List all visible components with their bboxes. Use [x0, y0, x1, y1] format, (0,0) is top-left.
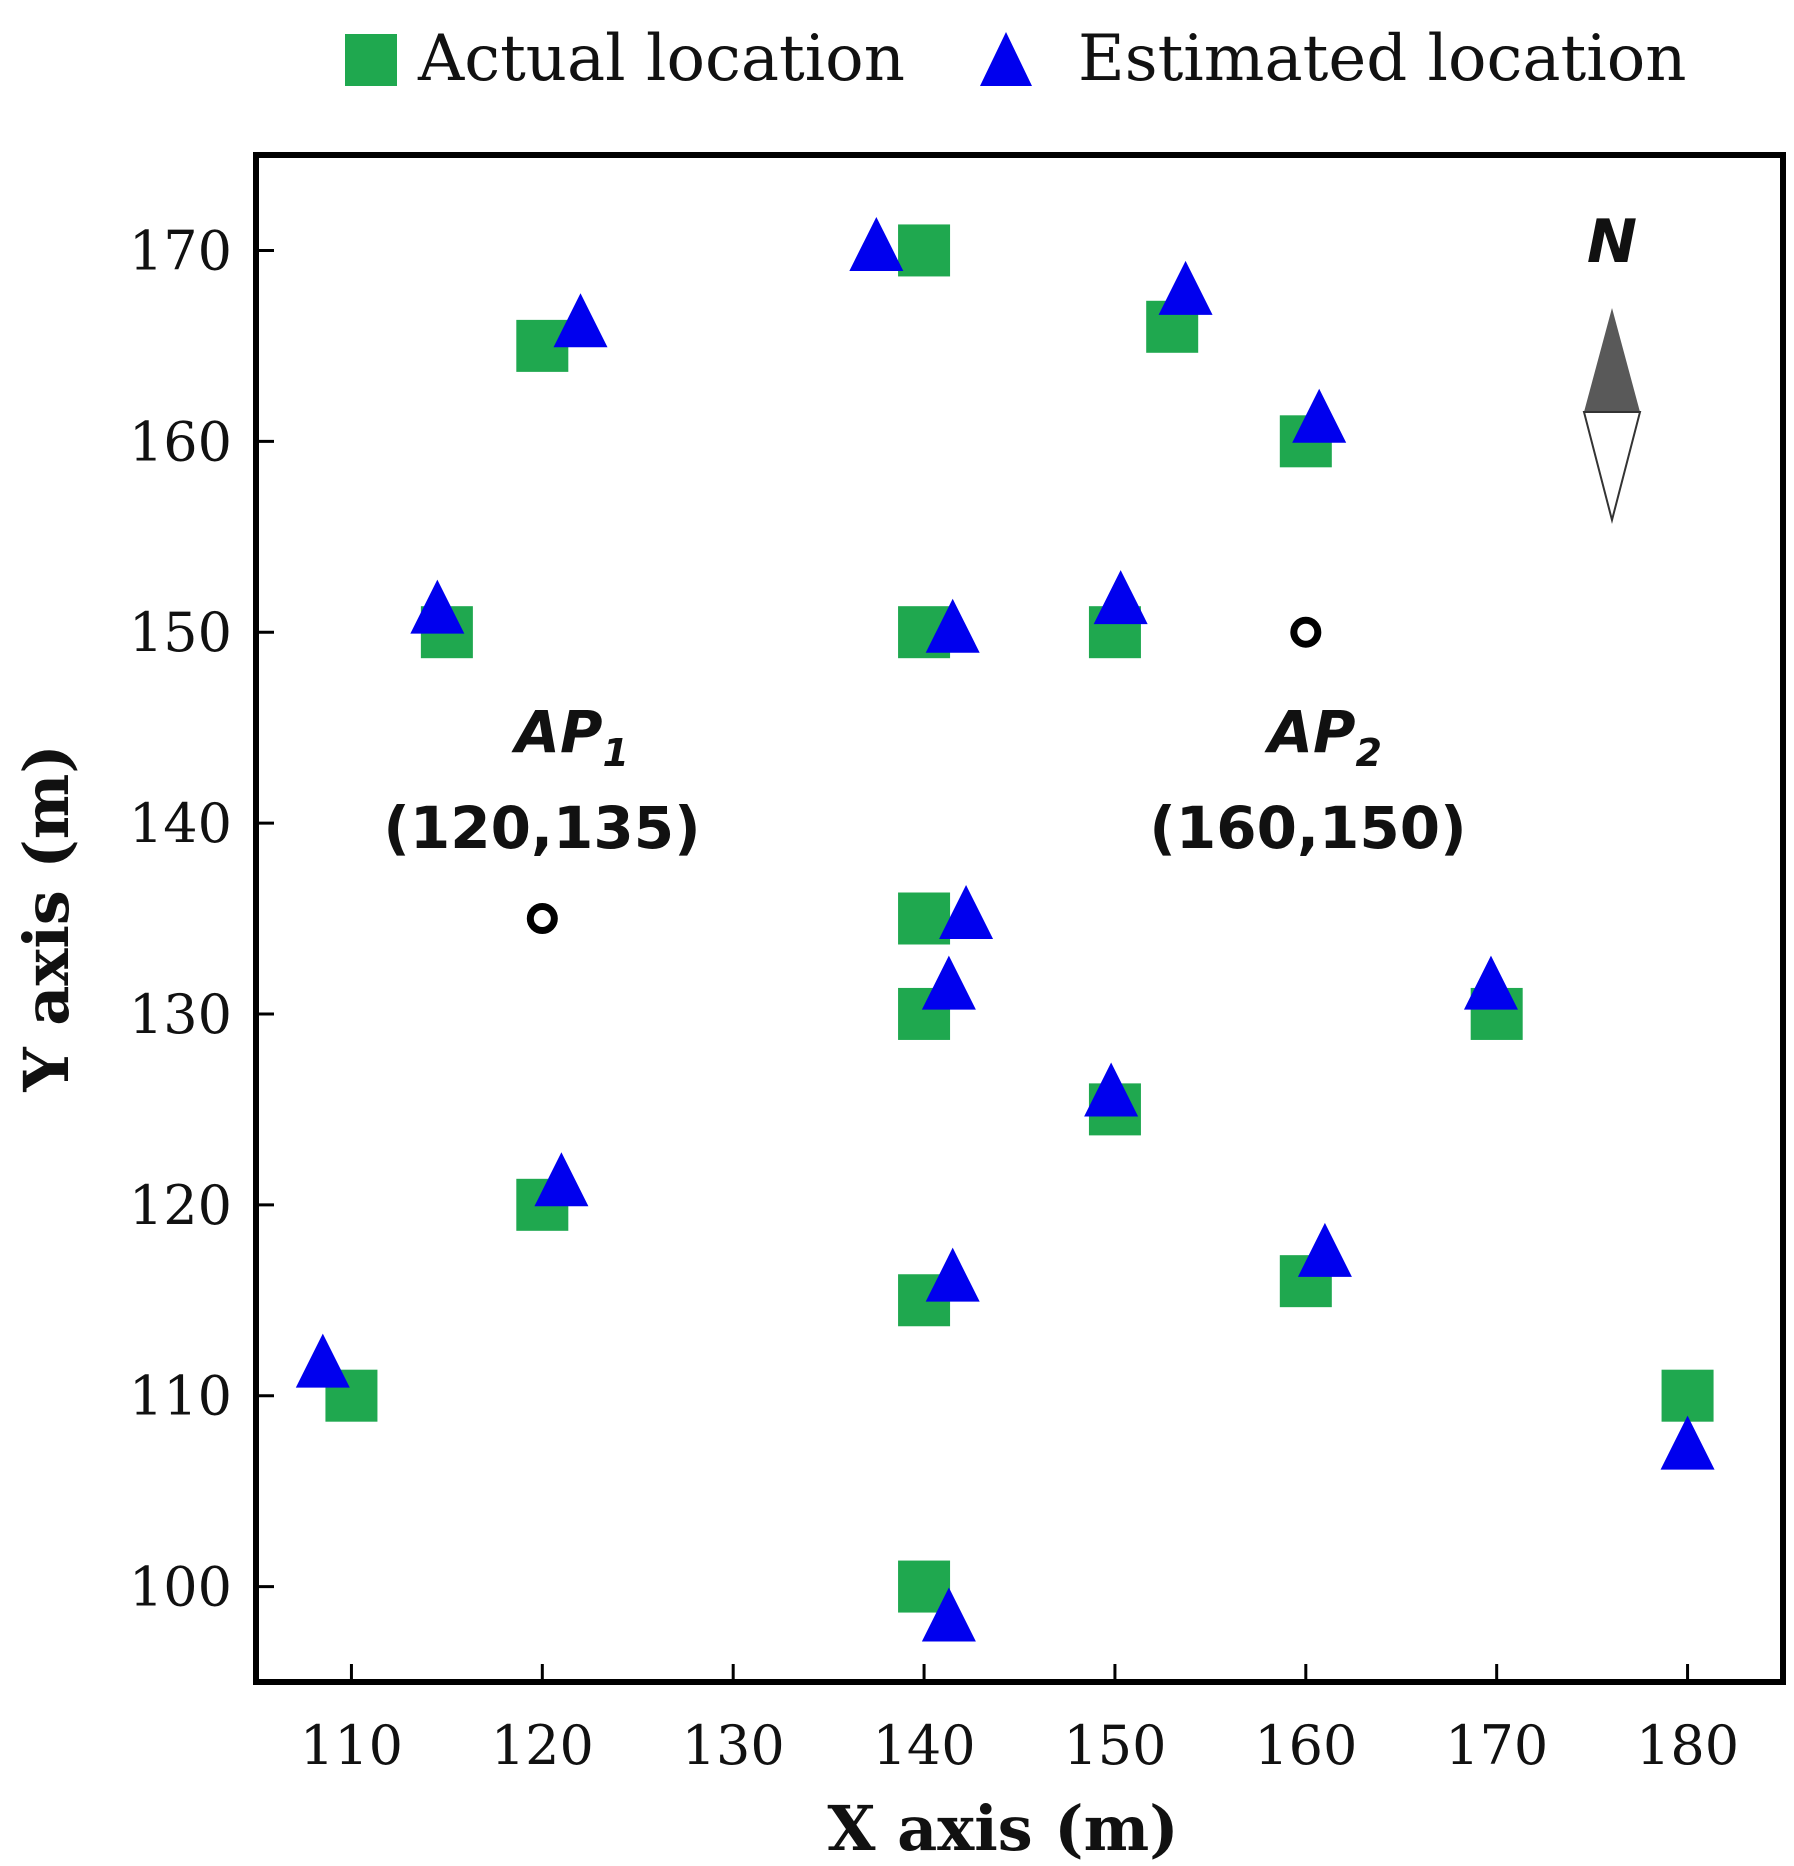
ap1-coordinates: (120,135) — [383, 794, 700, 862]
legend-marker-actual — [345, 34, 397, 86]
y-tick-label: 140 — [129, 792, 232, 855]
ap1-marker — [526, 903, 558, 934]
x-tick-label: 180 — [1636, 1714, 1739, 1777]
x-tick-label: 170 — [1445, 1714, 1548, 1777]
y-tick-label: 130 — [129, 983, 232, 1046]
y-axis-ticks: 100 110 120 130 140 150 160 170 — [129, 219, 274, 1619]
x-axis-title: X axis (m) — [827, 1792, 1178, 1865]
estimated-location-point — [1158, 260, 1213, 315]
estimated-location-point — [925, 598, 980, 653]
north-label: N — [1587, 207, 1637, 277]
north-arrow-icon: N — [1582, 207, 1642, 524]
estimated-location-point — [1292, 388, 1347, 443]
ap2-name: AP — [1264, 698, 1355, 766]
actual-location-point — [1661, 1369, 1714, 1422]
x-tick-label: 110 — [300, 1714, 403, 1777]
svg-text:AP1: AP1 — [511, 698, 629, 775]
svg-text:AP2: AP2 — [1264, 698, 1382, 775]
y-tick-label: 110 — [129, 1365, 232, 1428]
estimated-location-point — [295, 1333, 350, 1388]
y-axis-title: Y axis (m) — [10, 744, 83, 1092]
ap1-name: AP — [511, 698, 602, 766]
north-arrow-tail — [1582, 411, 1642, 524]
estimated-location-point — [1093, 570, 1148, 625]
estimated-location-point — [925, 1247, 980, 1302]
access-point-markers — [526, 616, 1322, 934]
ap1-subscript: 1 — [602, 731, 628, 775]
estimated-location-point — [1084, 1062, 1139, 1117]
estimated-location-point — [921, 955, 976, 1010]
estimated-location-point — [1297, 1222, 1352, 1277]
ap1-label: AP1 (120,135) — [383, 698, 700, 862]
estimated-location-point — [410, 579, 465, 634]
ap2-subscript: 2 — [1355, 731, 1381, 775]
estimated-location-point — [534, 1152, 589, 1207]
legend-marker-estimated — [980, 32, 1032, 86]
estimated-location-point — [921, 1587, 976, 1642]
legend-label-estimated: Estimated location — [1078, 22, 1686, 96]
y-tick-label: 170 — [129, 219, 232, 282]
legend: Actual location Estimated location — [345, 22, 1686, 96]
series-estimated-location — [295, 216, 1715, 1642]
x-axis-ticks: 110 120 130 140 150 160 170 180 — [300, 1664, 1739, 1777]
y-tick-label: 160 — [129, 410, 232, 473]
x-tick-label: 150 — [1063, 1714, 1166, 1777]
estimated-location-point — [1463, 955, 1518, 1010]
x-tick-label: 140 — [873, 1714, 976, 1777]
y-tick-label: 100 — [129, 1556, 232, 1619]
ap2-marker — [1290, 616, 1322, 648]
estimated-location-point — [553, 293, 608, 348]
ap2-label: AP2 (160,150) — [1149, 698, 1466, 862]
estimated-location-point — [939, 885, 994, 940]
plot-frame — [253, 152, 1786, 1685]
north-arrow-head — [1584, 308, 1640, 412]
x-tick-label: 130 — [682, 1714, 785, 1777]
estimated-location-point — [849, 216, 904, 271]
ap2-coordinates: (160,150) — [1149, 794, 1466, 862]
x-tick-label: 120 — [491, 1714, 594, 1777]
x-tick-label: 160 — [1254, 1714, 1357, 1777]
estimated-location-point — [1660, 1415, 1715, 1470]
y-tick-label: 120 — [129, 1174, 232, 1237]
actual-location-point — [898, 224, 951, 277]
legend-label-actual: Actual location — [417, 22, 905, 96]
y-tick-label: 150 — [129, 601, 232, 664]
